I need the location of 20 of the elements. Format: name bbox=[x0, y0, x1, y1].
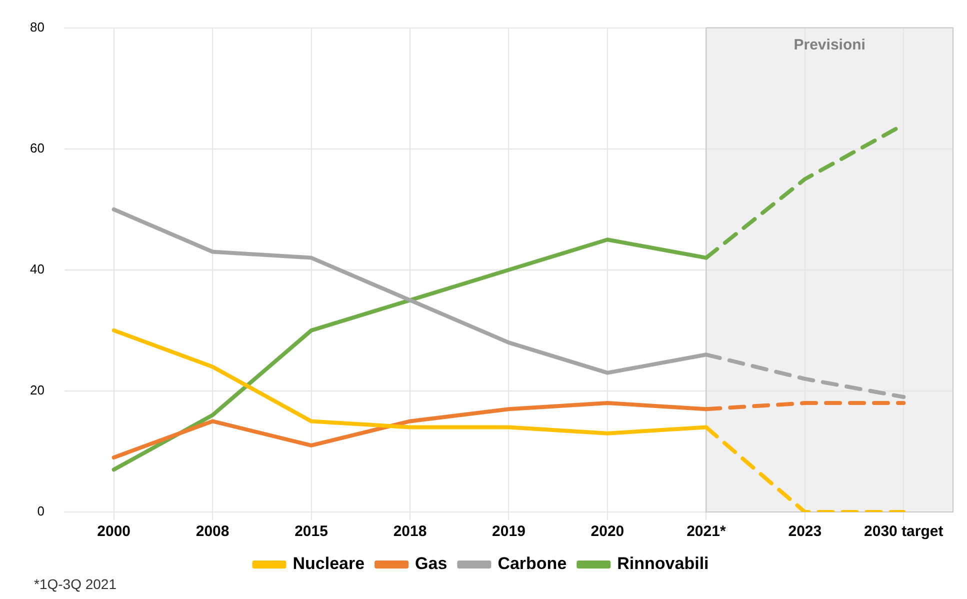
x-tick-label: 2000 bbox=[97, 523, 131, 540]
text: *1Q-3Q 2021 bbox=[34, 576, 116, 592]
band-label: Previsioni bbox=[794, 36, 866, 54]
x-tick-label: 2019 bbox=[492, 523, 526, 540]
x-tick-label: 2023 bbox=[788, 523, 822, 540]
legend-label: Rinnovabili bbox=[617, 554, 709, 574]
y-tick-label: 40 bbox=[30, 261, 44, 276]
legend-label: Gas bbox=[415, 554, 448, 574]
x-tick-label: 2018 bbox=[393, 523, 427, 540]
x-tick-label: 2020 bbox=[590, 523, 624, 540]
x-tick-label: 2021* bbox=[686, 523, 726, 540]
legend-label: Nucleare bbox=[292, 554, 365, 574]
x-tick-label: 2030 target bbox=[864, 523, 944, 540]
y-tick-label: 60 bbox=[30, 140, 44, 156]
legend-label: Carbone bbox=[498, 554, 567, 574]
y-tick-label: 20 bbox=[30, 382, 44, 398]
y-tick-label: 0 bbox=[37, 504, 44, 519]
y-tick-label: 80 bbox=[30, 19, 44, 34]
x-tick-label: 2015 bbox=[294, 523, 328, 540]
x-tick-label: 2008 bbox=[196, 523, 230, 540]
